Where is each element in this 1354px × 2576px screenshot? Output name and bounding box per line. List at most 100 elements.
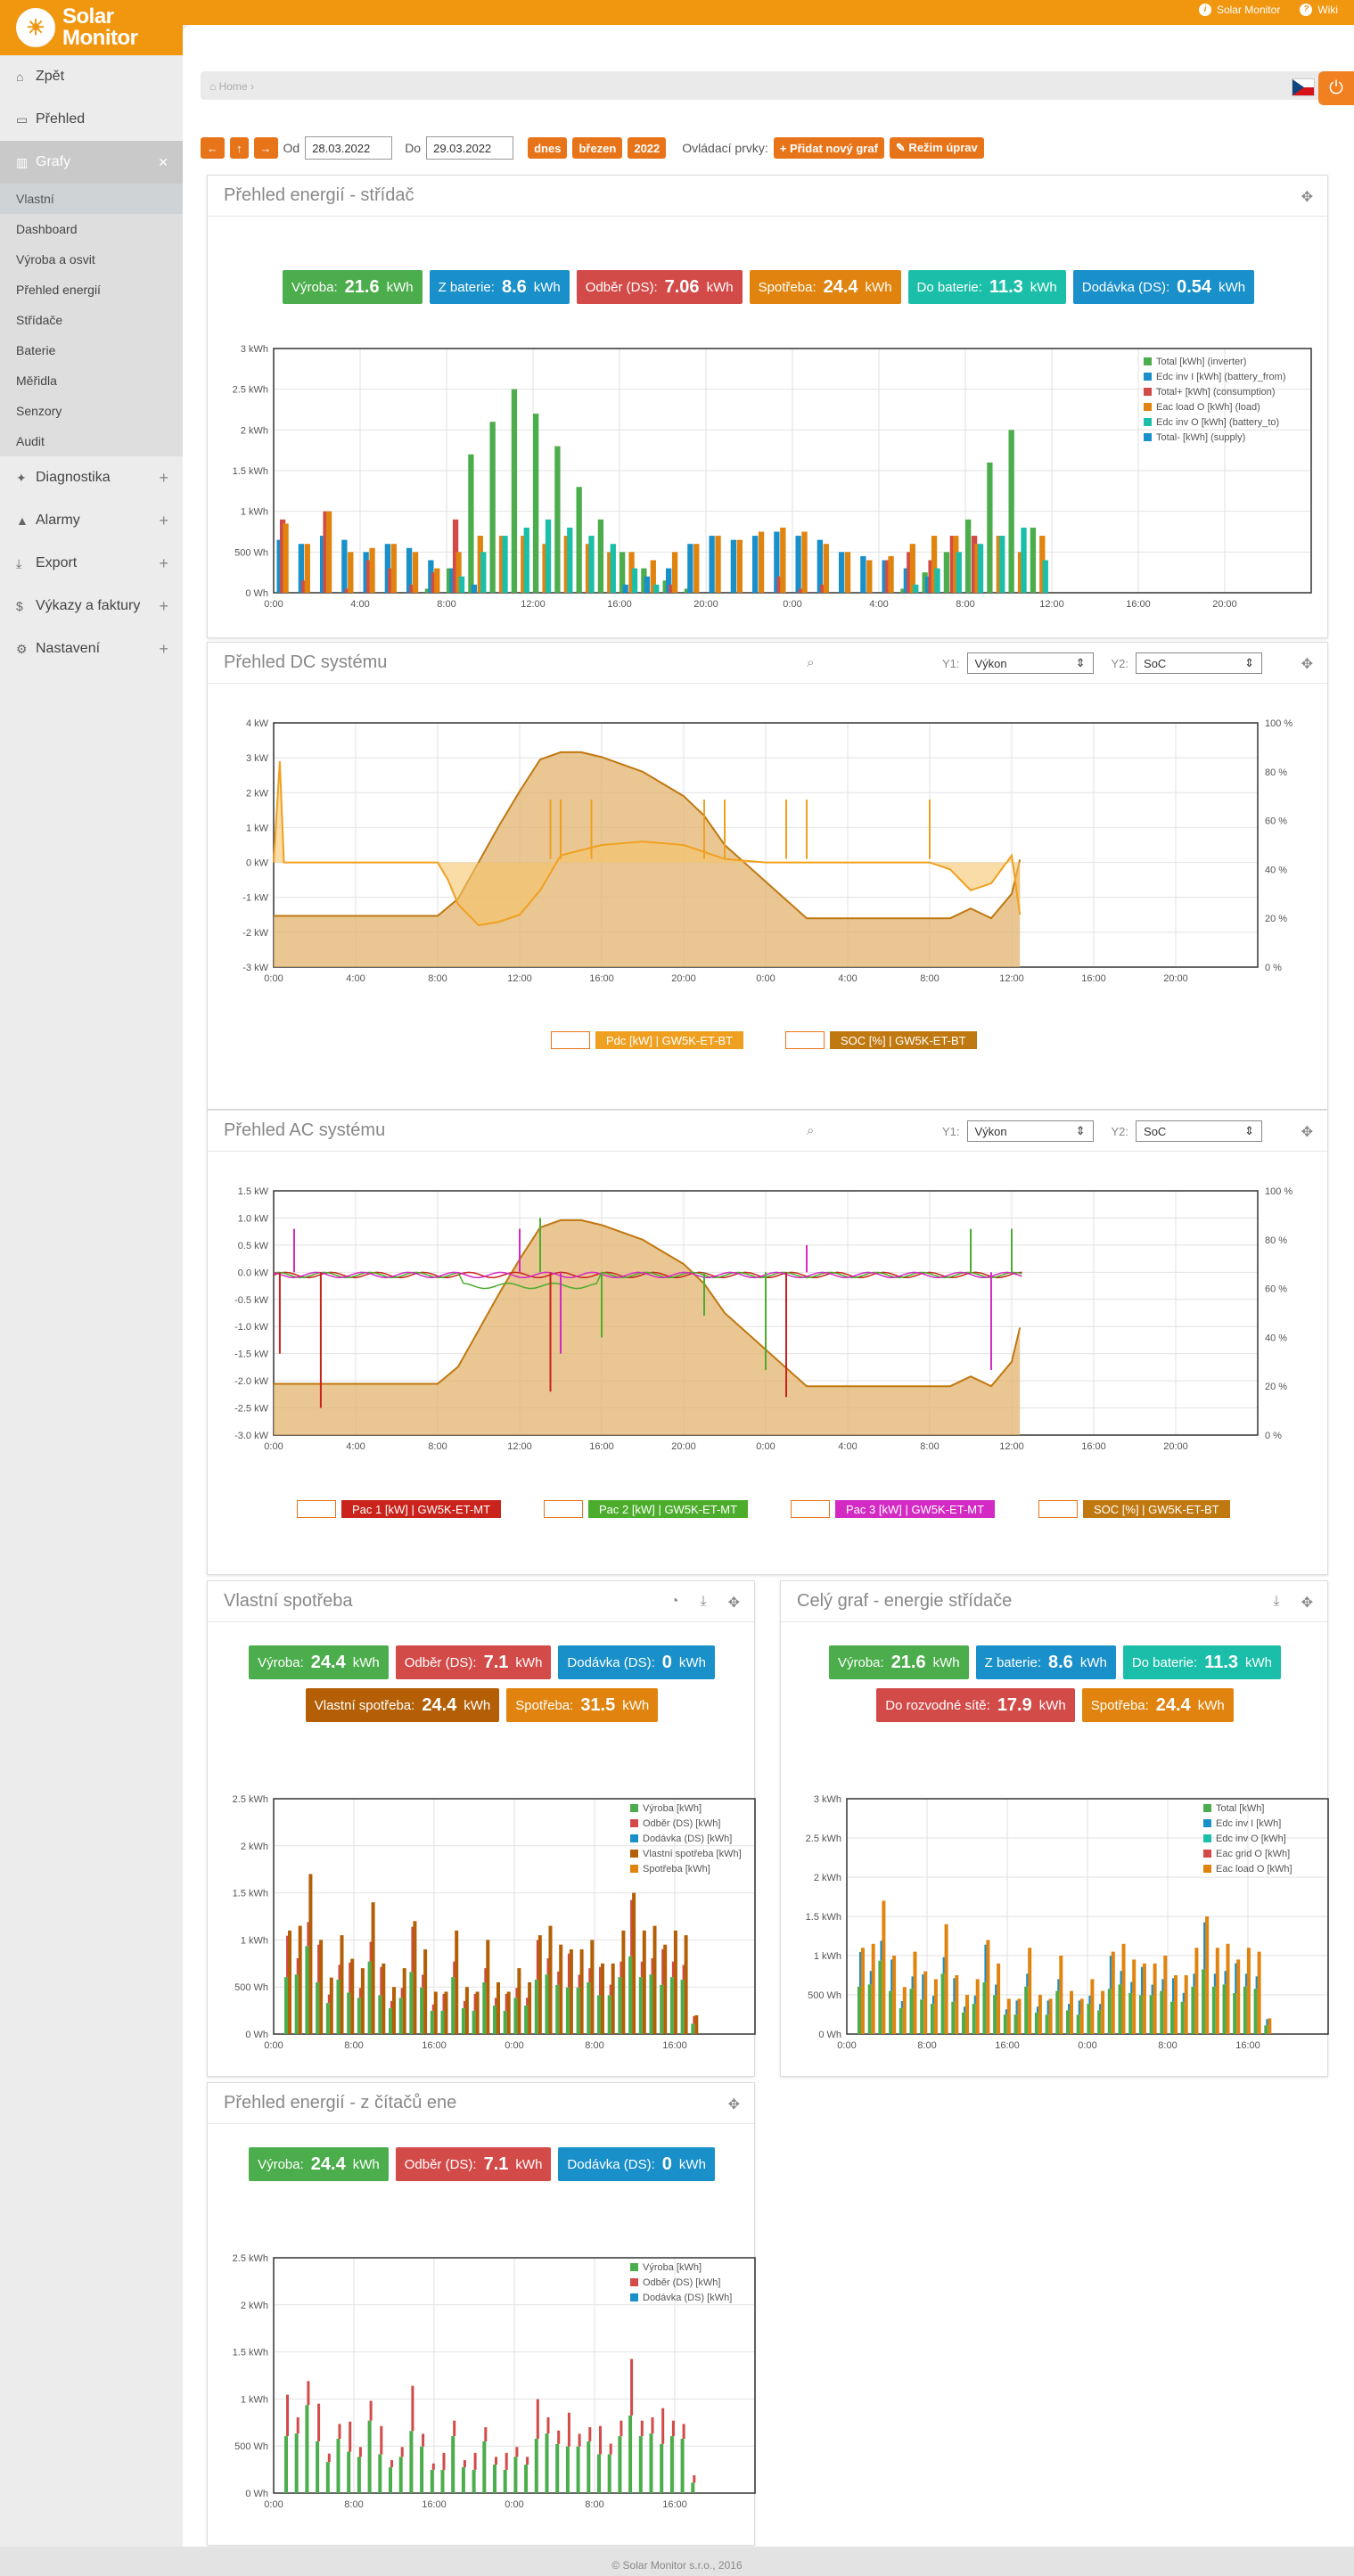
today-button[interactable]: dnes [528,137,568,159]
summary-badge: Do baterie: 11.3 kWh [907,270,1066,304]
sidebar-item-alarms[interactable]: ▲ Alarmy + [0,499,183,542]
bar [630,1899,634,1957]
sidebar-sub-dashboard[interactable]: Dashboard [0,214,183,244]
bar [305,1946,309,2034]
move-icon[interactable]: ✥ [1301,190,1313,205]
legend-pdc[interactable]: Pdc [kW] | GW5K-ET-BT [551,1031,744,1049]
bar [296,1957,300,1975]
y2-select[interactable]: SoC ⇕ [1136,652,1263,674]
sidebar-item-diagnostics[interactable]: ✦ Diagnostika + [0,456,183,499]
bar [347,2451,351,2493]
solar-monitor-link[interactable]: i Solar Monitor [1198,4,1280,16]
close-icon[interactable]: ✕ [158,154,168,169]
legend-label: Eac load O [kWh] (load) [1156,402,1260,413]
sidebar-sub-audit[interactable]: Audit [0,426,183,456]
edit-mode-button[interactable]: ✎ Režim úprav [889,137,984,159]
badge-value: 31.5 [580,1694,616,1715]
bar [801,531,808,593]
sidebar-sub-energy[interactable]: Přehled energií [0,275,183,305]
bar [971,536,978,593]
move-icon[interactable]: ✥ [727,1596,740,1611]
legend-pac2[interactable]: Pac 2 [kW] | GW5K-ET-MT [544,1500,749,1518]
to-date-input[interactable]: 29.03.2022 [426,136,514,160]
x-tick-label: 20:00 [1163,973,1188,984]
sidebar-sub-custom[interactable]: Vlastní [0,184,183,214]
logo[interactable]: ☀ Solar Monitor [0,0,183,55]
logo-line2: Monitor [62,26,138,50]
sidebar-sub-production[interactable]: Výroba a osvit [0,244,183,275]
legend-soc[interactable]: SOC [%] | GW5K-ET-BT [785,1031,977,1049]
bar [380,1966,383,1996]
bar [673,1930,677,2034]
sidebar-item-overview[interactable]: ▭ Přehled [0,98,183,141]
plot-border [273,348,1312,594]
pie-icon[interactable]: ◔ [669,1594,679,1609]
y-tick-label: 2 kWh [241,1842,268,1852]
y1-select[interactable]: Výkon ⇕ [966,1120,1094,1142]
bar [1118,1984,1122,2034]
sidebar-sub-batteries[interactable]: Baterie [0,335,183,365]
legend-pac1[interactable]: Pac 1 [kW] | GW5K-ET-MT [297,1500,502,1518]
legend-soc[interactable]: SOC [%] | GW5K-ET-BT [1038,1500,1230,1518]
bar [495,2457,497,2465]
y1-select[interactable]: Výkon ⇕ [966,652,1094,674]
legend-pac3[interactable]: Pac 3 [kW] | GW5K-ET-MT [791,1500,996,1518]
move-icon[interactable]: ✥ [1301,1125,1313,1140]
x-tick-label: 8:00 [956,599,974,610]
x-tick-label: 16:00 [1081,1441,1106,1452]
bar [341,539,348,593]
bar [307,2381,310,2406]
move-icon[interactable]: ✥ [727,2097,740,2112]
bar [798,588,805,593]
bar [999,536,1005,593]
wiki-link-label: Wiki [1317,4,1338,16]
bar [1236,1959,1241,2034]
sidebar-sub-inverters[interactable]: Střídače [0,305,183,335]
y2-tick-label: 60 % [1265,1284,1287,1295]
move-icon[interactable]: ✥ [1301,657,1313,672]
sidebar-item-export[interactable]: ⤓ Export + [0,542,183,585]
zoom-icon[interactable]: ⌕ [807,1123,815,1138]
bar [578,2433,581,2447]
up-button[interactable]: ↑ [230,137,249,159]
bar [420,1987,424,2034]
y-tick-label: 0.5 kW [238,1241,269,1251]
legend-swatch [1203,1865,1211,1873]
czech-flag-icon[interactable] [1292,78,1315,96]
sidebar-sub-sensors[interactable]: Senzory [0,396,183,426]
bar [956,552,962,593]
bar [652,1925,657,2034]
bar [1184,1975,1188,2034]
badge-label: Odběr (DS): [404,1654,477,1670]
chart-frame: 0 Wh 500 Wh 1 kWh 1.5 kWh 2 kWh 2.5 kWh 0:00 8:… [233,2253,756,2510]
month-button[interactable]: březen [572,137,623,159]
logout-button[interactable]: ⏻ [1318,71,1354,105]
zoom-icon[interactable]: ⌕ [807,655,815,670]
sidebar-sub-meters[interactable]: Měřidla [0,365,183,396]
prev-button[interactable]: ← [201,137,225,159]
download-icon[interactable]: ⤓ [1273,1594,1280,1609]
wiki-link[interactable]: ? Wiki [1300,4,1338,16]
year-button[interactable]: 2022 [628,137,667,159]
soc-area [274,1219,1021,1435]
sidebar-item-back[interactable]: ⌂ Zpět [0,55,183,98]
y2-select[interactable]: SoC ⇕ [1136,1120,1263,1142]
bar [996,536,1002,593]
summary-badge: Do rozvodné sítě: 17.9 kWh [876,1688,1075,1722]
sidebar-item-reports[interactable]: $ Výkazy a faktury + [0,585,183,628]
panel-header: Přehled energií - z čítačů ene ✥ [208,2083,754,2124]
add-chart-button[interactable]: + Přidat nový graf [773,137,884,159]
bar [524,2465,529,2493]
bar [909,544,915,593]
bar [283,523,289,593]
download-icon[interactable]: ⤓ [700,1594,707,1609]
from-date-input[interactable]: 28.03.2022 [305,136,393,160]
sidebar-item-settings[interactable]: ⚙ Nastavení + [0,628,183,670]
y-tick-label: 0 Wh [818,2030,841,2040]
breadcrumb-home[interactable]: Home [218,80,248,93]
move-icon[interactable]: ✥ [1301,1596,1313,1611]
sidebar-item-charts[interactable]: ▥ Grafy ✕ [0,141,183,184]
next-button[interactable]: → [253,137,278,159]
badge-label: Výroba: [291,279,338,295]
bar [923,1971,928,2034]
